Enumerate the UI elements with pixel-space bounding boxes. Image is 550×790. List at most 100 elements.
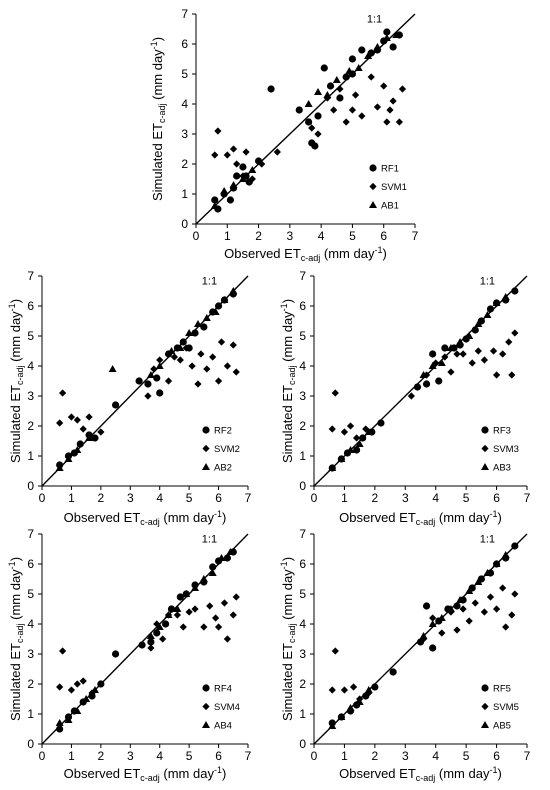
triangle-data-point [364, 686, 373, 693]
x-tick-label: 3 [127, 491, 134, 505]
scatter-panel-4: 00 1 1 2 2 3 3 4 4 5 5 6 6 7 7 1:1 RF4 SVM4 AB4 Observed ET… [7, 527, 252, 783]
diamond-data-point [346, 422, 355, 430]
triangle-data-point [337, 455, 346, 462]
triangle-data-point [474, 578, 483, 585]
triangle-data-point [304, 100, 313, 107]
x-tick-label: 1 [68, 749, 75, 763]
triangle-data-point [346, 704, 355, 711]
x-tick-label: 7 [245, 749, 252, 763]
triangle-data-point [164, 611, 173, 618]
triangle-data-point [217, 554, 226, 561]
diamond-data-point [349, 683, 358, 691]
x-tick-label: 1 [68, 491, 75, 505]
triangle-data-point [456, 338, 465, 345]
y-tick-label: 4 [181, 97, 188, 111]
diamond-data-point [492, 605, 501, 613]
y-tick-label: 7 [27, 527, 34, 541]
y-tick-label: 5 [181, 67, 188, 81]
triangle-data-point [382, 34, 391, 41]
diamond-data-point [273, 148, 281, 156]
triangle-data-point [437, 614, 446, 621]
y-axis-title-text: Simulated ET [8, 385, 23, 463]
legend-label: AB3 [493, 463, 511, 474]
legend-marker-diamond [481, 444, 489, 453]
circle-data-point [138, 641, 146, 649]
x-axis-title-text: Observed ET [224, 246, 301, 261]
diamond-data-point [182, 344, 190, 352]
y-axis-title-unit: (mm day [8, 311, 23, 366]
x-tick-label: 1 [341, 749, 348, 763]
x-tick-label: 6 [215, 749, 222, 763]
y-tick-label: 2 [27, 419, 34, 433]
triangle-data-point [146, 371, 155, 378]
x-axis-title-unit: (mm day [320, 246, 375, 261]
triangle-data-point [492, 560, 501, 567]
diamond-data-point [56, 419, 64, 427]
diamond-data-point [502, 623, 510, 631]
circle-data-point [144, 380, 152, 388]
y-axis-title-subscript: c-adj [15, 623, 25, 643]
y-tick-label: 7 [299, 269, 306, 283]
triangle-data-point [193, 320, 202, 327]
circle-data-point [214, 302, 223, 310]
diamond-data-point [59, 647, 67, 655]
triangle-data-point [346, 446, 355, 453]
y-tick-label: 0 [27, 479, 34, 493]
circle-data-point [326, 82, 335, 90]
diamond-data-point [459, 605, 467, 613]
legend-marker-diamond [481, 702, 489, 711]
y-tick-label: 0 [27, 737, 34, 751]
circle-data-point [305, 118, 313, 126]
x-axis-title: Observed ETc-adj (mm day-1) [339, 765, 502, 783]
diamond-data-point [453, 350, 461, 358]
diamond-data-point [203, 365, 211, 373]
diamond-data-point [511, 590, 519, 598]
diamond-data-point [212, 614, 220, 622]
y-axis-title-subscript: c-adj [15, 365, 25, 385]
y-axis-title: Simulated ETc-adj (mm day-1) [149, 37, 167, 201]
circle-data-point [211, 196, 219, 204]
triangle-data-point [328, 464, 337, 471]
x-tick-label: 0 [39, 491, 46, 505]
x-tick-label: 3 [402, 749, 409, 763]
x-axis-title-subscript: c-adj [416, 773, 436, 783]
circle-data-point [239, 163, 247, 171]
diamond-data-point [383, 118, 391, 126]
legend: RF3 SVM3 AB3 [481, 426, 519, 474]
triangle-data-point [354, 64, 363, 71]
x-tick-label: 2 [372, 749, 379, 763]
legend-label: SVM3 [493, 444, 519, 455]
legend-marker-circle [202, 426, 210, 434]
legend-marker-diamond [202, 702, 210, 711]
diamond-data-point [67, 413, 76, 421]
triangle-data-point [82, 695, 91, 702]
circle-data-point [167, 605, 176, 613]
x-axis-title-exponent: -1 [214, 509, 222, 519]
circle-data-point [76, 440, 84, 448]
diamond-data-point [159, 635, 167, 643]
y-axis-title-close: ) [280, 557, 295, 561]
x-tick-label: 6 [493, 491, 500, 505]
y-tick-label: 6 [27, 557, 34, 571]
diamond-data-point [499, 584, 507, 592]
circle-data-point [111, 401, 120, 409]
diamond-data-point [79, 425, 87, 433]
diamond-data-point [258, 160, 266, 168]
circle-data-point [511, 287, 519, 295]
diamond-data-point [73, 680, 81, 688]
diamond-data-point [144, 392, 152, 400]
triangle-data-point [176, 344, 185, 351]
x-axis-title: Observed ETc-adj (mm day-1) [224, 245, 387, 263]
x-axis-title-close: ) [222, 766, 226, 781]
legend-label: RF5 [493, 684, 511, 695]
triangle-data-point [328, 722, 337, 729]
y-tick-label: 3 [299, 647, 306, 661]
y-axis-title-close: ) [8, 557, 23, 561]
triangle-data-point [446, 344, 455, 351]
circle-data-point [200, 323, 208, 331]
x-tick-label: 1 [341, 491, 348, 505]
x-tick-label: 6 [380, 229, 387, 243]
diamond-data-point [59, 389, 67, 397]
y-tick-label: 3 [299, 389, 306, 403]
x-tick-label: 5 [463, 491, 470, 505]
